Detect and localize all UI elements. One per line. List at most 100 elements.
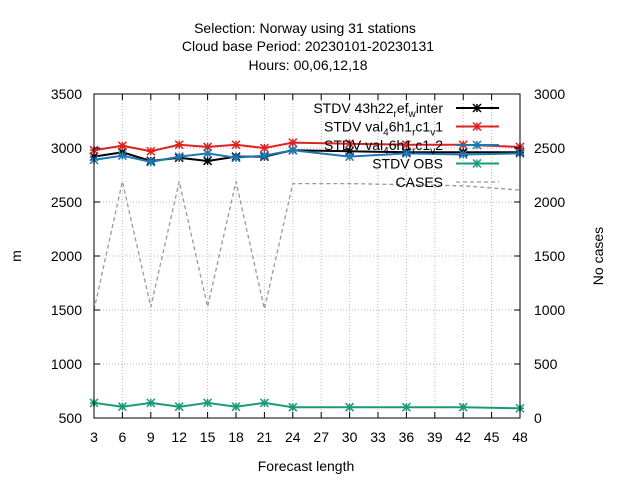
legend-label-part: 6h1 bbox=[389, 137, 413, 153]
data-point bbox=[117, 402, 127, 412]
data-point bbox=[458, 149, 468, 160]
data-point bbox=[259, 151, 269, 161]
legend-label-part: 6h1 bbox=[389, 119, 413, 135]
legend-label-subscript: v bbox=[430, 128, 435, 139]
legend-marker bbox=[472, 158, 482, 169]
data-point bbox=[259, 398, 269, 408]
legend-marker bbox=[472, 140, 482, 150]
data-point bbox=[146, 146, 156, 156]
y2-tick-label: 1500 bbox=[534, 248, 565, 264]
data-point bbox=[117, 151, 127, 161]
x-tick-label: 3 bbox=[90, 429, 98, 445]
legend-label-subscript: 4 bbox=[383, 128, 389, 139]
legend-marker bbox=[472, 121, 482, 132]
y2-axis-ticks: 0 500 1000 1500 2000 2500 3000 bbox=[514, 86, 565, 426]
x-tick-label: 45 bbox=[484, 429, 500, 445]
legend-label: STDV val46h1rc1v2 bbox=[324, 137, 443, 157]
series-3 bbox=[89, 398, 525, 413]
legend-label-subscript: r bbox=[412, 146, 416, 157]
legend-marker bbox=[472, 103, 482, 113]
x-tick-label: 12 bbox=[171, 429, 187, 445]
x-axis-ticks: 3 6 9 12 15 18 21 24 27 30 33 36 39 42 45 48 bbox=[90, 94, 528, 445]
title-line-1: Selection: Norway using 31 stations bbox=[194, 20, 416, 36]
title-line-3: Hours: 00,06,12,18 bbox=[248, 57, 367, 73]
x-tick-label: 27 bbox=[313, 429, 329, 445]
data-point bbox=[117, 141, 127, 151]
series-line bbox=[93, 141, 521, 153]
x-tick-label: 21 bbox=[257, 429, 273, 445]
y-tick-label: 2500 bbox=[51, 194, 82, 210]
title-line-2: Cloud base Period: 20230101-20230131 bbox=[182, 38, 434, 54]
legend-label-subscript: w bbox=[408, 109, 417, 120]
x-tick-label: 6 bbox=[119, 429, 127, 445]
x-tick-label: 9 bbox=[147, 429, 155, 445]
legend-label-part: STDV OBS bbox=[372, 156, 443, 172]
data-point bbox=[458, 402, 468, 412]
data-point bbox=[174, 402, 184, 412]
x-tick-label: 15 bbox=[200, 429, 216, 445]
series-line bbox=[93, 401, 521, 410]
legend-label-part: c1 bbox=[415, 137, 430, 153]
y2-tick-label: 2500 bbox=[534, 140, 565, 156]
x-axis-label: Forecast length bbox=[258, 458, 355, 474]
legend-label: CASES bbox=[396, 174, 443, 190]
y2-tick-label: 1000 bbox=[534, 302, 565, 318]
y-axis-ticks: 500 1000 1500 2000 2500 3000 3500 bbox=[51, 86, 100, 426]
legend-entry-0: STDV 43h22refwinter bbox=[313, 100, 499, 120]
legend-label: STDV 43h22refwinter bbox=[313, 100, 443, 120]
series-line bbox=[93, 149, 521, 164]
legend-label-part: c1 bbox=[415, 119, 430, 135]
data-point bbox=[288, 402, 298, 412]
legend-entry-2: STDV val46h1rc1v2 bbox=[324, 137, 499, 157]
x-tick-label: 48 bbox=[512, 429, 528, 445]
legend-label-part: STDV val bbox=[324, 137, 383, 153]
legend-entry-4: CASES bbox=[396, 174, 499, 190]
legend-label-subscript: r bbox=[394, 109, 398, 120]
legend-label: STDV OBS bbox=[372, 156, 443, 172]
data-point bbox=[203, 156, 213, 166]
legend-label-part: STDV 43h22 bbox=[313, 100, 393, 116]
y-tick-label: 3000 bbox=[51, 140, 82, 156]
legend-label-part: inter bbox=[416, 100, 444, 116]
data-point bbox=[259, 143, 269, 153]
x-tick-label: 36 bbox=[399, 429, 415, 445]
y-axis-label: m bbox=[8, 250, 24, 262]
data-point bbox=[288, 138, 298, 148]
legend-entry-3: STDV OBS bbox=[372, 156, 499, 172]
y2-tick-label: 500 bbox=[534, 356, 558, 372]
y2-tick-label: 3000 bbox=[534, 86, 565, 102]
series-2 bbox=[89, 145, 525, 167]
y-tick-label: 3500 bbox=[51, 86, 82, 102]
data-point bbox=[401, 140, 411, 150]
y-tick-label: 1500 bbox=[51, 302, 82, 318]
x-tick-label: 18 bbox=[228, 429, 244, 445]
legend-label-subscript: r bbox=[412, 128, 416, 139]
data-point bbox=[401, 148, 411, 158]
legend-entry-1: STDV val46h1rc1v1 bbox=[324, 119, 499, 139]
data-point bbox=[146, 157, 156, 167]
legend-label-part: CASES bbox=[396, 174, 443, 190]
series-1 bbox=[89, 138, 525, 156]
x-tick-label: 33 bbox=[370, 429, 386, 445]
data-point bbox=[146, 398, 156, 408]
series-layer bbox=[89, 138, 525, 413]
data-point bbox=[231, 402, 241, 412]
legend-label-part: 2 bbox=[435, 137, 443, 153]
y2-tick-label: 0 bbox=[534, 410, 542, 426]
series-line bbox=[93, 181, 521, 311]
legend-label-subscript: v bbox=[430, 146, 435, 157]
legend-label: STDV val46h1rc1v1 bbox=[324, 119, 443, 139]
y-tick-label: 2000 bbox=[51, 248, 82, 264]
data-point bbox=[174, 140, 184, 150]
x-tick-label: 24 bbox=[285, 429, 301, 445]
series-4 bbox=[93, 181, 521, 311]
data-point bbox=[203, 148, 213, 158]
y-tick-label: 1000 bbox=[51, 356, 82, 372]
chart-title: Selection: Norway using 31 stations Clou… bbox=[182, 20, 434, 73]
data-point bbox=[345, 139, 355, 149]
y2-axis-label: No cases bbox=[590, 227, 606, 285]
data-point bbox=[231, 153, 241, 163]
data-point bbox=[203, 398, 213, 408]
